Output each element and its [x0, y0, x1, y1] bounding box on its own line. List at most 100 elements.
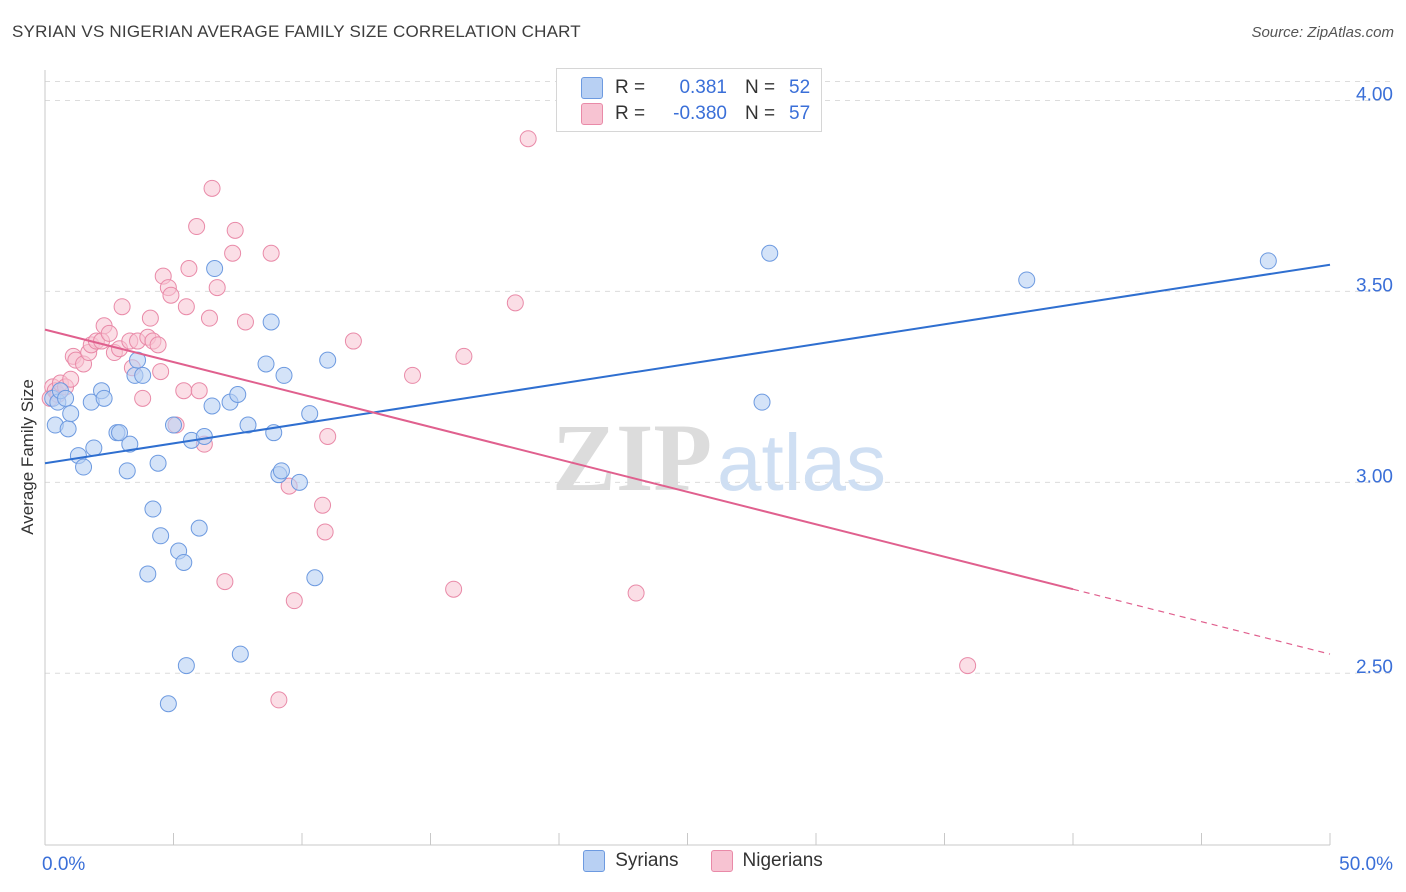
syrian-point [272, 462, 290, 480]
legend-item-syrians[interactable]: Syrians [583, 850, 679, 872]
nigerian-point [216, 573, 234, 591]
nigerian-point [316, 523, 334, 541]
syrian-point [239, 416, 257, 434]
n-value: 52 [789, 77, 811, 98]
syrian-point [59, 420, 77, 438]
y-axis-label: Average Family Size [18, 379, 37, 535]
y-tick-label: 3.00 [1356, 466, 1393, 487]
source-label: Source: ZipAtlas.com [1251, 24, 1394, 41]
syrian-point [149, 454, 167, 472]
nigerian-point [177, 298, 195, 316]
r-value: -0.380 [673, 103, 727, 124]
nigerian-point [627, 584, 645, 602]
syrian-point [195, 428, 213, 446]
tick-labels: 2.50 3.00 3.50 4.00 0.0% 50.0% [42, 85, 1393, 875]
syrian-point [57, 389, 75, 407]
syrian-point [152, 527, 170, 545]
syrians-points [44, 244, 1277, 713]
nigerian-point [62, 370, 80, 388]
syrian-point [275, 366, 293, 384]
syrian-point [761, 244, 779, 262]
syrian-point [144, 500, 162, 518]
legend-label-nigerians: Nigerians [742, 850, 823, 871]
n-value: 57 [789, 103, 811, 124]
nigerian-point [519, 130, 537, 148]
nigerian-point [100, 324, 118, 342]
y-tick-label: 2.50 [1356, 657, 1393, 678]
nigerian-point [262, 244, 280, 262]
syrian-point [95, 389, 113, 407]
series-legend: Syrians Nigerians [0, 850, 1406, 872]
nigerian-point [344, 332, 362, 350]
nigerians-trend-line [44, 328, 1074, 591]
syrian-point [1259, 252, 1277, 270]
nigerian-point [270, 691, 288, 709]
nigerian-point [134, 389, 152, 407]
trend-lines [44, 263, 1331, 655]
syrians-trend-line [44, 263, 1331, 465]
syrian-point [62, 405, 80, 423]
x-tick-label: 0.0% [42, 854, 85, 875]
nigerian-point [152, 363, 170, 381]
syrian-point [753, 393, 771, 411]
syrian-point [231, 645, 249, 663]
syrian-point [203, 397, 221, 415]
nigerian-point [149, 336, 167, 354]
syrian-point [139, 565, 157, 583]
nigerians-swatch [581, 103, 603, 125]
watermark-atlas: atlas [717, 418, 886, 507]
syrian-point [159, 695, 177, 713]
nigerian-point [506, 294, 524, 312]
nigerian-point [188, 218, 206, 236]
nigerian-point [162, 286, 180, 304]
syrian-point [75, 458, 93, 476]
syrian-point [175, 553, 193, 571]
nigerian-point [141, 309, 159, 327]
syrian-point [262, 313, 280, 331]
nigerian-point [175, 382, 193, 400]
nigerian-point [404, 366, 422, 384]
legend-label-syrians: Syrians [615, 850, 679, 871]
axes [44, 70, 1331, 846]
watermark-zip: ZIP [552, 404, 712, 511]
syrian-point [290, 473, 308, 491]
syrian-point [134, 366, 152, 384]
y-tick-label: 4.00 [1356, 85, 1393, 106]
r-label: R = [615, 103, 646, 124]
nigerian-point [200, 309, 218, 327]
nigerian-point [959, 657, 977, 675]
nigerian-point [180, 260, 198, 278]
syrian-point [165, 416, 182, 434]
nigerian-point [224, 244, 242, 262]
syrian-point [206, 260, 224, 278]
legend-row-syrians: R = 0.381 N = 52 [581, 75, 810, 101]
grid-lines [45, 80, 1395, 674]
syrian-point [118, 462, 136, 480]
syrians-swatch [583, 850, 606, 872]
nigerian-point [455, 347, 473, 365]
syrian-point [111, 424, 129, 442]
nigerian-point [208, 279, 226, 297]
nigerians-trend-extension [1072, 588, 1331, 655]
nigerian-point [319, 428, 337, 446]
syrians-swatch [581, 77, 603, 99]
nigerian-point [113, 298, 131, 316]
nigerian-point [285, 592, 303, 610]
r-label: R = [615, 77, 646, 98]
watermark: ZIP atlas [552, 404, 886, 511]
syrian-point [229, 386, 247, 404]
nigerian-point [236, 313, 254, 331]
nigerians-swatch [710, 850, 733, 872]
r-value: 0.381 [679, 77, 727, 98]
syrian-point [301, 405, 319, 423]
syrian-point [319, 351, 337, 369]
legend-item-nigerians[interactable]: Nigerians [710, 850, 823, 872]
x-tick-label: 50.0% [1339, 854, 1393, 875]
nigerian-point [226, 221, 244, 239]
syrian-point [121, 435, 139, 453]
syrian-point [1018, 271, 1036, 289]
n-label: N = [745, 77, 776, 98]
syrian-point [190, 519, 208, 537]
chart-title: SYRIAN VS NIGERIAN AVERAGE FAMILY SIZE C… [12, 22, 581, 41]
nigerian-point [314, 496, 332, 514]
